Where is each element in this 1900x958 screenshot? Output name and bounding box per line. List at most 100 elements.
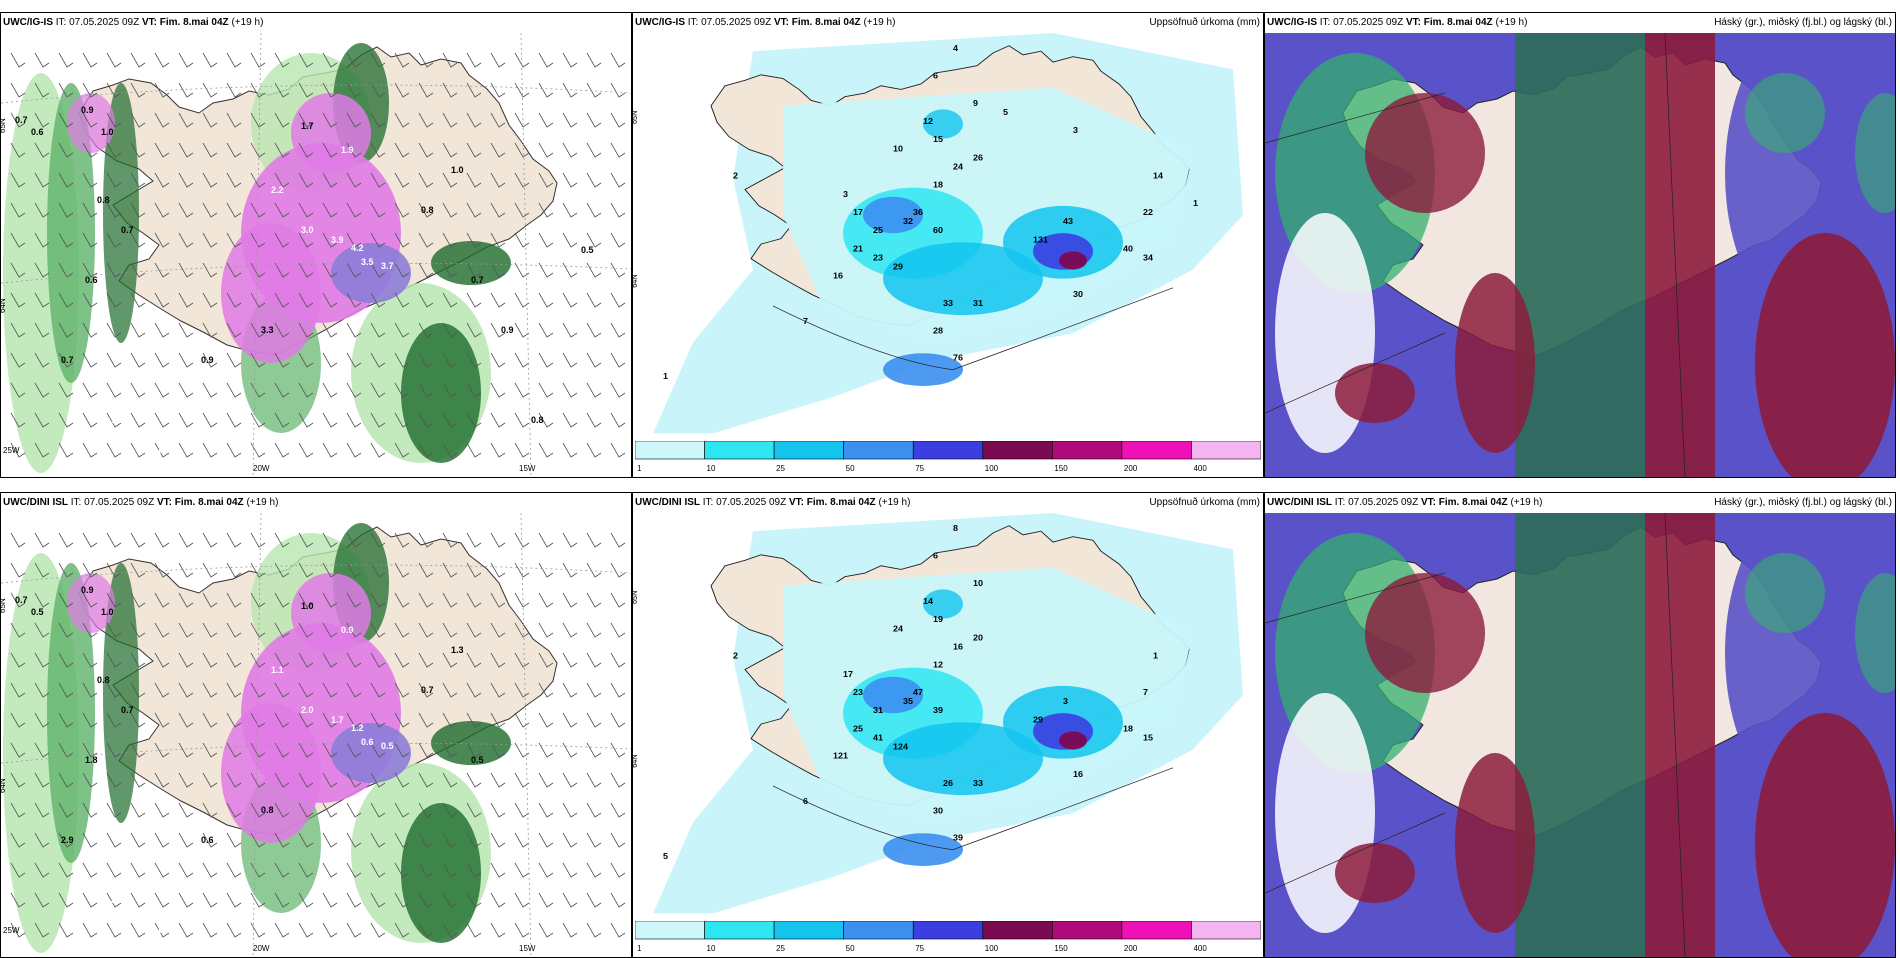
wind-barb — [490, 712, 506, 728]
wind-barb — [202, 802, 218, 818]
cloud-area — [1755, 233, 1895, 477]
wind-barb — [490, 442, 506, 458]
wind-barb — [226, 52, 242, 68]
wind-barb — [154, 802, 170, 818]
wind-barb — [466, 742, 482, 758]
wind-barb — [82, 442, 98, 458]
wind-barb — [130, 772, 146, 788]
colorbar-tick-label: 100 — [985, 464, 999, 473]
cloud-area — [1455, 753, 1535, 933]
wind-barb — [562, 532, 578, 548]
wind-barb — [394, 262, 410, 278]
wind-barb — [130, 172, 146, 188]
wind-barb — [274, 412, 290, 428]
wind-barb — [250, 322, 266, 338]
wind-barb — [610, 922, 626, 938]
wind-barb — [538, 382, 554, 398]
wind-barb — [466, 802, 482, 818]
wind-barb — [178, 232, 194, 248]
wind-barb — [586, 862, 602, 878]
wind-barb — [418, 172, 434, 188]
accum-value-label: 9 — [973, 98, 978, 108]
wind-barb — [562, 832, 578, 848]
wind-barb — [178, 112, 194, 128]
accum-value-label: 121 — [833, 751, 848, 761]
wind-barb — [370, 712, 386, 728]
wind-barb — [34, 322, 50, 338]
wind-barb — [418, 622, 434, 638]
contour-area — [923, 589, 963, 619]
wind-barb — [394, 202, 410, 218]
contour-area — [331, 243, 411, 303]
precip-value-label: 1.1 — [271, 665, 284, 675]
wind-barb — [250, 112, 266, 128]
wind-barb — [298, 832, 314, 848]
wind-barb — [106, 862, 122, 878]
wind-barb — [202, 862, 218, 878]
wind-barb — [10, 382, 26, 398]
wind-barb — [586, 532, 602, 548]
wind-barb — [418, 532, 434, 548]
wind-barb — [106, 652, 122, 668]
wind-barb — [274, 232, 290, 248]
colorbar-tick-label: 50 — [846, 944, 855, 953]
lat-label: 64N — [1, 298, 7, 313]
contour-area — [67, 573, 115, 633]
wind-barb — [178, 802, 194, 818]
accum-value-label: 29 — [893, 262, 903, 272]
wind-barb — [274, 922, 290, 938]
wind-barb — [418, 202, 434, 218]
wind-barb — [562, 922, 578, 938]
wind-barb — [442, 562, 458, 578]
precip-value-label: 0.9 — [201, 355, 214, 365]
wind-barb — [490, 112, 506, 128]
wind-barb — [274, 742, 290, 758]
wind-barb — [442, 772, 458, 788]
wind-barb — [250, 382, 266, 398]
wind-barb — [586, 142, 602, 158]
accum-value-label: 6 — [933, 71, 938, 81]
wind-barb — [154, 412, 170, 428]
it-label: IT: — [1319, 17, 1331, 28]
contour-area — [47, 83, 95, 383]
precip-value-label: 0.9 — [341, 625, 354, 635]
wind-barb — [418, 742, 434, 758]
precip-value-label: 0.8 — [531, 415, 544, 425]
wind-barb — [370, 622, 386, 638]
wind-barb — [346, 652, 362, 668]
wind-barb — [82, 742, 98, 758]
wind-barb — [442, 322, 458, 338]
wind-barb — [250, 562, 266, 578]
accum-value-label: 3 — [843, 189, 848, 199]
wind-barb — [82, 382, 98, 398]
wind-barb — [394, 142, 410, 158]
wind-barb — [226, 532, 242, 548]
wind-barb — [178, 712, 194, 728]
wind-barb — [346, 322, 362, 338]
wind-barb — [586, 622, 602, 638]
panel-header: UWC/IG-IS IT: 07.05.2025 09Z VT: Fim. 8.… — [1, 13, 631, 33]
accum-value-label: 7 — [803, 317, 808, 327]
model-name: UWC/IG-IS — [635, 17, 685, 28]
wind-barb — [442, 442, 458, 458]
wind-barb — [178, 742, 194, 758]
contour-line — [772, 287, 1174, 371]
wind-barb — [58, 202, 74, 218]
accum-value-label: 14 — [923, 596, 933, 606]
precip-value-label: 0.8 — [97, 675, 110, 685]
wind-barb — [394, 862, 410, 878]
wind-barb — [610, 802, 626, 818]
wind-barb — [82, 112, 98, 128]
wind-barb — [130, 352, 146, 368]
wind-barb — [490, 292, 506, 308]
wind-barb — [418, 262, 434, 278]
wind-barb — [514, 682, 530, 698]
wind-barb — [10, 292, 26, 308]
colorbar-tick-label: 150 — [1054, 464, 1068, 473]
wind-barb — [202, 592, 218, 608]
wind-barb — [10, 682, 26, 698]
wind-barb — [490, 202, 506, 218]
wind-barb — [610, 82, 626, 98]
wind-barb — [370, 742, 386, 758]
accum-value-label: 5 — [1003, 107, 1008, 117]
